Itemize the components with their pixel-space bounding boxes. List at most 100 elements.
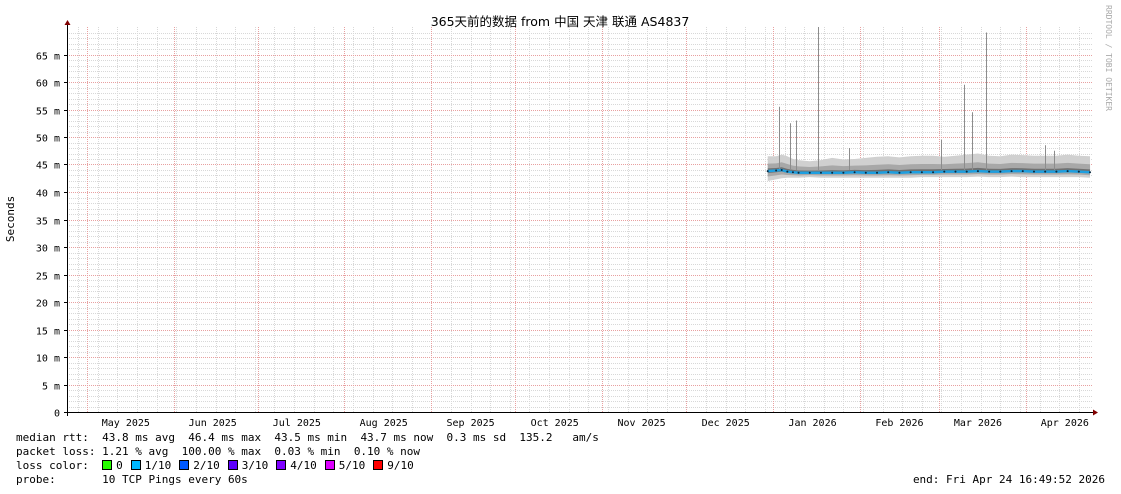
y-tick-label: 65 m [36,52,60,63]
loss-color-item: 5/10 [324,459,365,472]
median-point [943,170,946,173]
y-tick-label: 45 m [36,161,60,172]
probe-row: probe: 10 TCP Pings every 60s [16,473,248,487]
x-tick-label: Mar 2026 [954,418,1002,429]
median-rtt-sd: 0.3 ms sd [446,431,507,444]
loss-color-item: 4/10 [276,459,317,472]
y-tick-label: 35 m [36,217,60,228]
median-point [853,171,856,174]
packet-loss-label: packet loss: [16,445,96,458]
loss-color-item: 3/10 [227,459,269,472]
loss-color-item: 9/10 [373,459,414,472]
loss-color-label: 9/10 [387,459,414,472]
median-point [1055,170,1058,173]
median-point [876,171,879,174]
axis-layer [64,20,1098,416]
loss-color-item: 0 [102,459,123,472]
median-point [766,170,769,173]
loss-color-label: 2/10 [193,459,220,472]
y-tick-label: 40 m [36,189,60,200]
median-rtt-label: median rtt: [16,431,89,444]
rrdtool-watermark: RRDTOOL / TOBI OETIKER [1104,5,1113,111]
loss-color-swatch [227,460,238,470]
x-tick-label: Nov 2025 [617,418,665,429]
median-point [887,171,890,174]
packet-loss-min: 0.03 % min [274,445,341,458]
loss-color-swatch [179,460,190,470]
packet-loss-avg: 1.21 % avg [102,445,169,458]
median-point [808,171,811,174]
x-tick-label: Apr 2026 [1041,418,1089,429]
packet-loss-now: 0.10 % now [353,445,421,458]
median-point [786,170,789,173]
x-tick-label: Jul 2025 [273,418,321,429]
median-point [864,171,867,174]
median-point [1089,171,1092,174]
probe-label: probe: [16,473,56,486]
packet-loss-max: 100.00 % max [181,445,262,458]
grid-layer [67,27,1092,412]
median-point [965,170,968,173]
median-rtt-ams: 135.2 am/s [519,431,599,444]
median-point [797,171,800,174]
loss-color-label: 4/10 [290,459,317,472]
y-tick-label: 50 m [36,134,60,145]
end-timestamp: end: Fri Apr 24 16:49:52 2026 [912,473,1105,486]
median-rtt-now: 43.7 ms now [360,431,434,444]
median-rtt-row: median rtt: 43.8 ms avg 46.4 ms max 43.5… [16,431,599,445]
y-axis-arrow [64,20,71,25]
label-layer: 0 5 m 10 m 15 m 20 m 25 m 30 m 35 m 40 m 45 m 50 m… [36,52,1089,430]
y-tick-label: 0 [54,409,60,420]
x-tick-label: Jun 2025 [189,418,237,429]
median-point [791,171,794,174]
y-tick-label: 20 m [36,299,60,310]
median-point [1010,170,1013,173]
loss-color-swatch [276,460,287,470]
y-tick-label: 30 m [36,244,60,255]
loss-color-label: loss color: [16,459,89,472]
median-point [1077,170,1080,173]
loss-color-row: loss color: 0 1/10 2/10 3/10 4/10 5/10 9/10 [16,459,422,473]
y-tick-label: 10 m [36,354,60,365]
median-point [988,170,991,173]
median-point [842,171,845,174]
x-axis-arrow [1093,409,1098,416]
smoke-layer [767,153,1091,181]
loss-color-swatch [373,460,384,470]
median-point [976,170,979,173]
loss-color-label: 0 [116,459,123,472]
loss-color-swatch [324,460,335,470]
median-point [1021,170,1024,173]
median-point [819,171,822,174]
loss-color-label: 3/10 [241,459,269,472]
loss-color-swatch [130,460,141,470]
x-tick-label: Aug 2025 [360,418,408,429]
median-point [909,171,912,174]
y-tick-label: 25 m [36,272,60,283]
y-tick-label: 15 m [36,327,60,338]
x-tick-label: Oct 2025 [531,418,579,429]
median-rtt-line [767,168,1091,175]
latency-chart: 0 5 m 10 m 15 m 20 m 25 m 30 m 35 m 40 m 45 m 50 m… [4,5,1113,430]
median-point [932,171,935,174]
loss-color-item: 2/10 [179,459,220,472]
y-tick-label: 5 m [42,382,60,393]
median-layer [766,168,1092,175]
median-point [920,171,923,174]
median-point [954,170,957,173]
median-point [775,169,778,172]
median-point [1032,170,1035,173]
loss-color-label: 1/10 [144,459,172,472]
spike-layer [779,27,1055,170]
y-tick-label: 60 m [36,79,60,90]
median-point [898,171,901,174]
y-axis-label: Seconds [4,196,17,242]
x-tick-label: Dec 2025 [702,418,750,429]
x-tick-label: May 2025 [102,418,150,429]
y-tick-label: 55 m [36,107,60,118]
median-point [1066,170,1069,173]
median-point [780,169,783,171]
median-rtt-avg: 43.8 ms avg [102,431,175,444]
probe-value: 10 TCP Pings every 60s [102,473,248,486]
packet-loss-row: packet loss: 1.21 % avg 100.00 % max 0.0… [16,445,420,459]
